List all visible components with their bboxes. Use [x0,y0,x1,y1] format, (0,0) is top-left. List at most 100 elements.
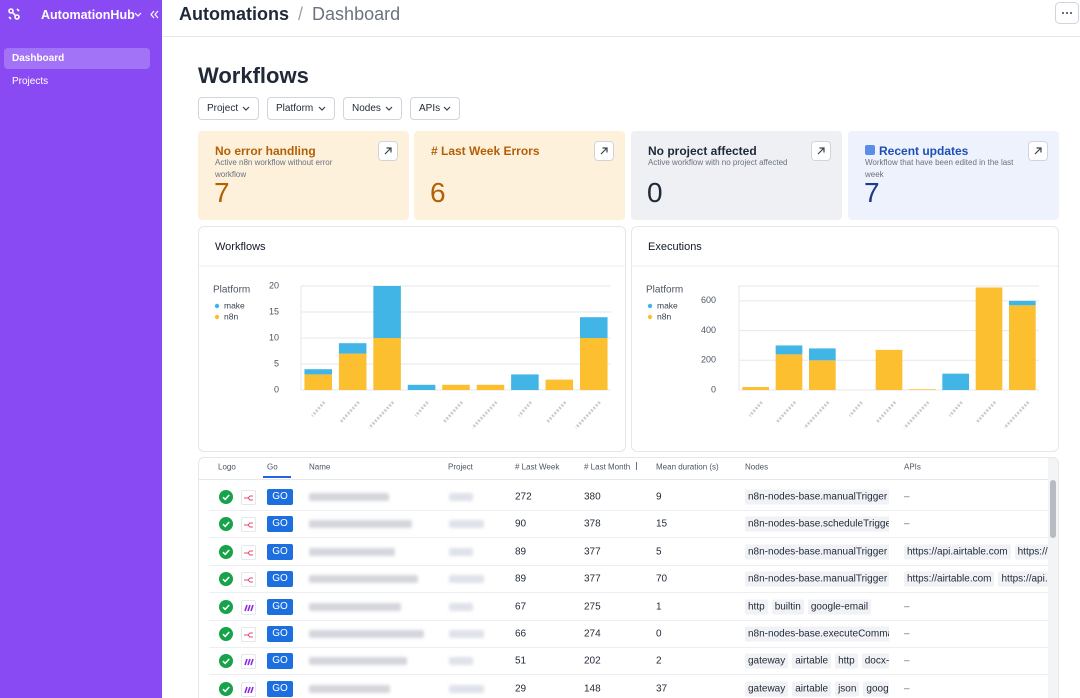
bar-segment [304,369,332,375]
last-month: 378 [584,518,601,530]
nodes-cell: http builtin google-email [745,599,889,615]
obscured-label [517,401,533,417]
legend-label: make [657,300,678,310]
status-icon [219,545,233,559]
bar-segment [942,373,969,390]
obscured-name [309,685,390,693]
obscured-label [748,401,763,417]
chart-panel: Workflows Platform make n8n 0 5 10 15 20 [198,226,626,452]
mean-duration: 2 [656,655,662,667]
chevron [242,106,250,111]
filter-dropdown[interactable]: APIs [410,97,460,120]
active-tab-underline [263,476,291,478]
platform-logo [241,490,256,505]
column-header[interactable]: # Last Month [584,462,631,472]
check [222,658,230,665]
bar-segment [809,360,836,390]
obscured-label [875,400,897,424]
card-title: # Last Week Errors [431,144,540,158]
bar-segment [742,387,769,390]
check [222,604,230,611]
filter-dropdown[interactable]: Project [198,97,259,120]
go-button[interactable]: GO [267,489,293,505]
bar-segment [580,338,608,390]
last-month: 377 [584,573,601,585]
filter-dropdown[interactable]: Nodes [343,97,402,120]
y-tick-label: 400 [701,325,716,335]
make-logo [244,658,254,666]
check [222,631,230,638]
last-month: 274 [584,628,601,640]
legend-label: n8n [224,311,238,321]
more-button[interactable] [1055,2,1079,24]
status-icon [219,572,233,586]
obscured-label [1003,400,1030,430]
arrow-icon [1034,147,1042,155]
obscured-name [309,520,412,528]
node-chip: n8n-nodes-base.executeComman [745,626,889,642]
chevron-path [242,106,250,111]
status-icon [219,682,233,696]
nodes-cell: n8n-nodes-base.executeComman [745,626,889,642]
column-header[interactable]: Nodes [745,462,769,472]
go-button[interactable]: GO [267,653,293,669]
go-button[interactable]: GO [267,599,293,615]
status-icon [219,490,233,504]
obscured-name [309,603,401,611]
open-button[interactable] [1028,141,1048,161]
nav-item[interactable]: Dashboard [4,48,150,69]
nodes-cell: n8n-nodes-base.manualTrigger [745,571,889,587]
status-icon [219,654,233,668]
open-button[interactable] [378,141,398,161]
go-button[interactable]: GO [267,516,293,532]
column-header[interactable]: Name [309,462,331,472]
column-header[interactable]: Project [448,462,473,472]
obscured-label [546,400,567,424]
card-value: 7 [864,177,880,208]
obscured-label [442,400,464,424]
chevron [318,106,326,111]
nav-item[interactable]: Projects [12,76,49,87]
breadcrumb-item[interactable]: Automations [179,4,289,24]
obscured-name [309,657,407,665]
column-header[interactable]: APIs [904,462,921,472]
brand-controls[interactable] [134,10,164,20]
bar-segment [545,379,574,390]
obscured-project [449,493,473,501]
legend-title: Platform [213,285,250,296]
open-button[interactable] [594,141,614,161]
obscured-name [309,630,424,638]
obscured-name [309,575,418,583]
n8n-logo [244,550,253,556]
status-icon [219,600,233,614]
bar-segment [775,345,803,355]
go-button[interactable]: GO [267,626,293,642]
obscured-name [309,493,389,501]
legend-swatch [647,303,653,309]
mean-duration: 1 [656,601,662,613]
filter-dropdown[interactable]: Platform [267,97,335,120]
chevron-path [385,106,393,111]
column-header[interactable]: # Last Week [515,462,560,472]
chevron [443,106,451,111]
node-chip: json [835,681,860,697]
scrollbar-thumb[interactable] [1050,480,1056,538]
go-button[interactable]: GO [267,544,293,560]
go-button[interactable]: GO [267,571,293,587]
brand-name: AutomationHub [41,8,135,22]
node-chip: airtable [792,681,832,697]
open-button[interactable] [811,141,831,161]
obscured-label [368,400,395,430]
obscured-project [449,548,473,556]
obscured-project [449,630,484,638]
column-header[interactable]: Mean duration (s) [656,462,719,472]
node-chip: docx-te [861,653,889,669]
node-chip: n8n-nodes-base.manualTrigger [745,571,889,587]
workflow-table: Logo Go Name Project # Last Week # Last Month… [198,457,1059,698]
bar-segment [580,317,608,338]
go-button[interactable]: GO [267,681,293,697]
y-tick-label: 0 [711,384,716,394]
bar-segment [338,353,367,390]
nodes-cell: n8n-nodes-base.manualTrigger [745,544,889,560]
